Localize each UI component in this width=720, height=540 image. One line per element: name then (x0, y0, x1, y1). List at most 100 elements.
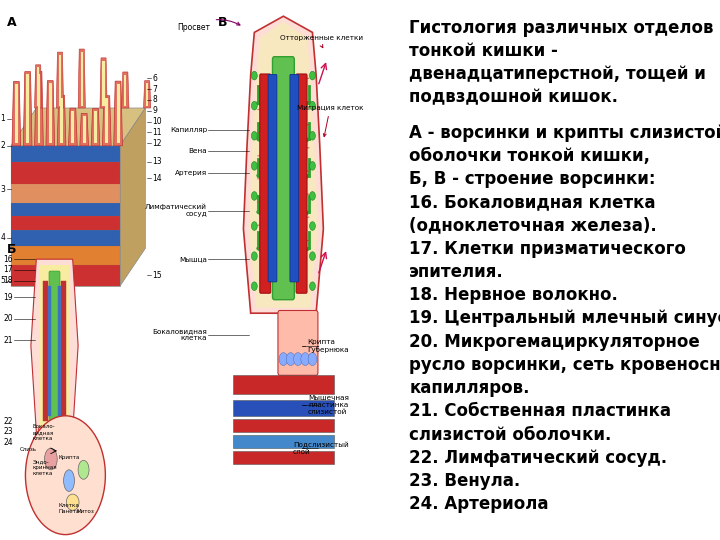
FancyBboxPatch shape (268, 75, 277, 282)
Circle shape (310, 282, 315, 291)
Bar (59, 55, 61, 106)
Text: оболочки тонкой кишки,: оболочки тонкой кишки, (409, 147, 650, 165)
Text: Эндо-
кринная
клетка: Эндо- кринная клетка (32, 460, 58, 476)
Text: В: В (218, 16, 228, 29)
Bar (71, 111, 74, 143)
Text: 24. Артериола: 24. Артериола (409, 495, 549, 513)
Polygon shape (249, 22, 318, 308)
Circle shape (251, 252, 257, 260)
Polygon shape (78, 49, 86, 108)
Text: 22. Лимфатический сосуд.: 22. Лимфатический сосуд. (409, 449, 667, 467)
Bar (26, 75, 29, 143)
Polygon shape (31, 259, 78, 432)
FancyBboxPatch shape (49, 271, 60, 426)
Circle shape (310, 222, 315, 231)
Text: 10: 10 (153, 117, 162, 126)
Text: 5: 5 (1, 276, 6, 285)
Polygon shape (91, 109, 100, 146)
Bar (37, 68, 39, 106)
Polygon shape (80, 113, 89, 146)
Text: 13: 13 (153, 158, 162, 166)
Circle shape (251, 222, 257, 231)
Text: 18: 18 (3, 276, 13, 285)
Circle shape (310, 71, 315, 80)
Polygon shape (120, 108, 145, 286)
Text: 7: 7 (153, 85, 158, 93)
Bar (32, 456, 76, 467)
Text: 1: 1 (1, 114, 6, 123)
Polygon shape (122, 72, 129, 108)
Bar (32, 483, 76, 494)
Text: 24: 24 (3, 438, 13, 447)
Ellipse shape (66, 494, 79, 510)
Circle shape (279, 353, 288, 366)
Circle shape (287, 353, 295, 366)
Text: 17: 17 (3, 266, 13, 274)
Text: Б: Б (7, 243, 17, 256)
Bar (11, 184, 120, 202)
Text: А: А (7, 16, 17, 29)
Bar (11, 265, 120, 286)
Text: слизистой оболочки.: слизистой оболочки. (409, 426, 611, 443)
Text: 21: 21 (3, 336, 13, 345)
Circle shape (310, 192, 315, 200)
Text: русло ворсинки, сеть кровеносных: русло ворсинки, сеть кровеносных (409, 356, 720, 374)
Text: Мышца: Мышца (179, 256, 207, 262)
Text: Миграция клеток: Миграция клеток (297, 105, 364, 137)
Bar (11, 202, 120, 216)
Circle shape (251, 161, 257, 170)
Bar (11, 146, 120, 162)
Text: 9: 9 (153, 106, 158, 115)
FancyBboxPatch shape (38, 427, 71, 456)
Circle shape (310, 102, 315, 110)
Circle shape (251, 102, 257, 110)
Text: 15: 15 (153, 271, 162, 280)
Text: Вена: Вена (189, 148, 207, 154)
Polygon shape (46, 80, 55, 146)
Bar (37, 74, 40, 143)
Bar (32, 470, 76, 481)
Bar (15, 84, 18, 143)
Text: 20. Микрогемациркуляторное: 20. Микрогемациркуляторное (409, 333, 700, 350)
Text: Б, В - строение ворсинки:: Б, В - строение ворсинки: (409, 170, 656, 188)
Polygon shape (68, 108, 77, 146)
Text: Клетка
Панета: Клетка Панета (58, 503, 79, 514)
Ellipse shape (78, 460, 89, 480)
Polygon shape (11, 108, 145, 146)
Bar (81, 52, 83, 106)
Circle shape (310, 161, 315, 170)
Text: Крипта
Губернюка: Крипта Губернюка (307, 339, 348, 353)
Bar (58, 286, 61, 416)
Text: Отторженные клетки: Отторженные клетки (280, 35, 364, 48)
Text: Мышечная
пластинка
слизистой: Мышечная пластинка слизистой (308, 395, 348, 415)
Text: 18. Нервное волокно.: 18. Нервное волокно. (409, 286, 618, 304)
Circle shape (251, 282, 257, 291)
Polygon shape (23, 72, 32, 146)
Text: Капилляр: Капилляр (170, 126, 207, 133)
Ellipse shape (63, 470, 74, 491)
Text: 8: 8 (153, 96, 158, 104)
Text: Просвет: Просвет (178, 19, 240, 31)
Polygon shape (102, 96, 111, 146)
Bar (11, 162, 120, 184)
Polygon shape (143, 80, 150, 108)
Text: 11: 11 (153, 128, 162, 137)
Text: 19. Центральный млечный синус.: 19. Центральный млечный синус. (409, 309, 720, 327)
Bar (105, 98, 108, 143)
Text: капилляров.: капилляров. (409, 379, 530, 397)
Polygon shape (57, 95, 66, 146)
Bar (48, 286, 51, 416)
Circle shape (25, 416, 105, 535)
Text: 22: 22 (3, 417, 13, 426)
Circle shape (310, 131, 315, 140)
Circle shape (294, 353, 302, 366)
Text: 2: 2 (1, 141, 6, 150)
Polygon shape (114, 81, 122, 146)
Polygon shape (12, 82, 21, 146)
Bar (61, 281, 66, 421)
Text: Бокало-
видная
клетка: Бокало- видная клетка (32, 424, 55, 441)
Text: 12: 12 (153, 139, 162, 147)
Text: двенадцатиперстной, тощей и: двенадцатиперстной, тощей и (409, 65, 706, 83)
Bar (233, 375, 334, 394)
Bar (102, 60, 104, 106)
